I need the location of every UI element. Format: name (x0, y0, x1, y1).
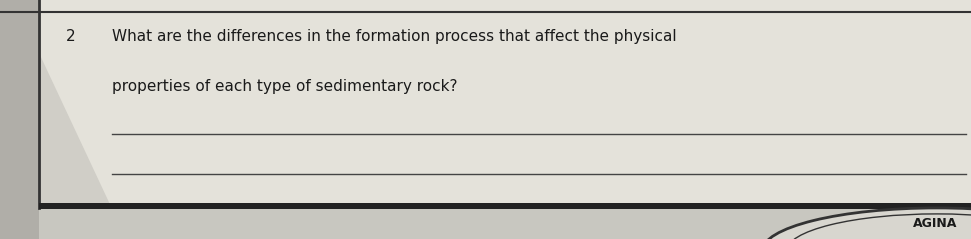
Text: 2: 2 (66, 29, 76, 44)
Bar (39, 208, 971, 239)
Bar (39, 0, 971, 208)
Circle shape (762, 208, 971, 239)
Text: What are the differences in the formation process that affect the physical: What are the differences in the formatio… (112, 29, 676, 44)
Bar (0, 0, 39, 239)
Bar (39, 203, 971, 209)
Text: properties of each type of sedimentary rock?: properties of each type of sedimentary r… (112, 79, 457, 94)
Polygon shape (39, 53, 112, 208)
Text: AGINA: AGINA (913, 217, 957, 230)
